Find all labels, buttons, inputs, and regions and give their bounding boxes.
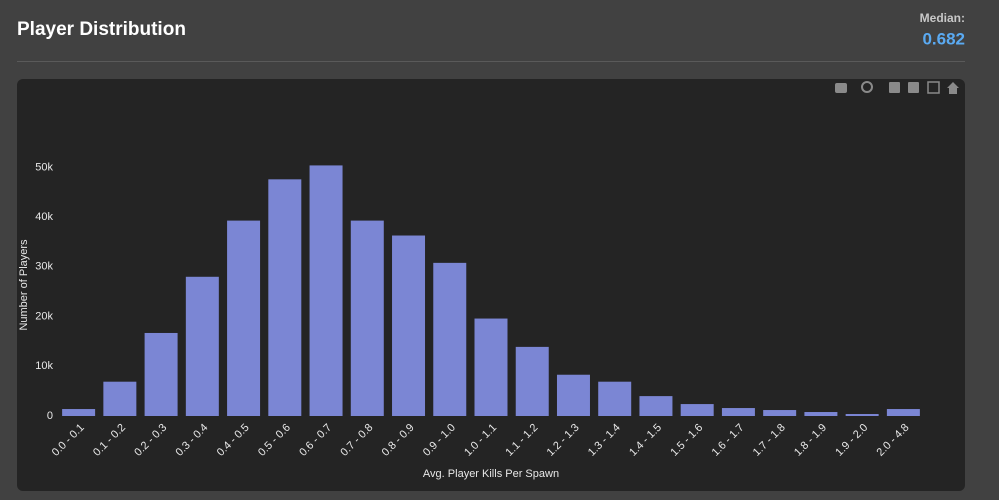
y-tick-label: 10k [35,360,53,372]
bar [185,276,219,416]
bar [680,404,714,416]
bar [721,408,755,416]
bar [309,165,343,416]
y-tick-label: 0 [47,410,53,422]
y-axis-title: Number of Players [18,239,30,331]
modebar [835,81,959,94]
zoom-in-button[interactable] [889,82,900,93]
bar [804,412,838,416]
bar [886,409,920,416]
bar [845,414,879,416]
bar [268,179,302,416]
bar [556,374,590,416]
y-tick-label: 30k [35,261,53,273]
camera-button[interactable] [835,83,847,93]
y-tick-label: 20k [35,310,53,322]
zoom-button[interactable] [861,81,873,93]
bar [639,396,673,416]
page-title: Player Distribution [17,19,186,40]
bar [763,410,797,416]
x-axis-title: Avg. Player Kills Per Spawn [423,468,559,480]
zoom-out-button[interactable] [908,82,919,93]
median-label: Median: [920,11,965,25]
bar [515,346,549,416]
bar [227,220,261,416]
y-tick-label: 50k [35,161,53,173]
autoscale-button[interactable] [927,81,940,94]
bar [392,235,426,416]
y-tick-label: 40k [35,211,53,223]
median-value: 0.682 [922,29,965,48]
bar [433,262,467,416]
reset-button[interactable] [947,82,959,94]
bar [103,381,137,416]
bar [474,318,508,416]
bar [598,381,632,416]
bar [350,220,384,416]
bar [62,409,96,416]
bar [144,332,178,416]
